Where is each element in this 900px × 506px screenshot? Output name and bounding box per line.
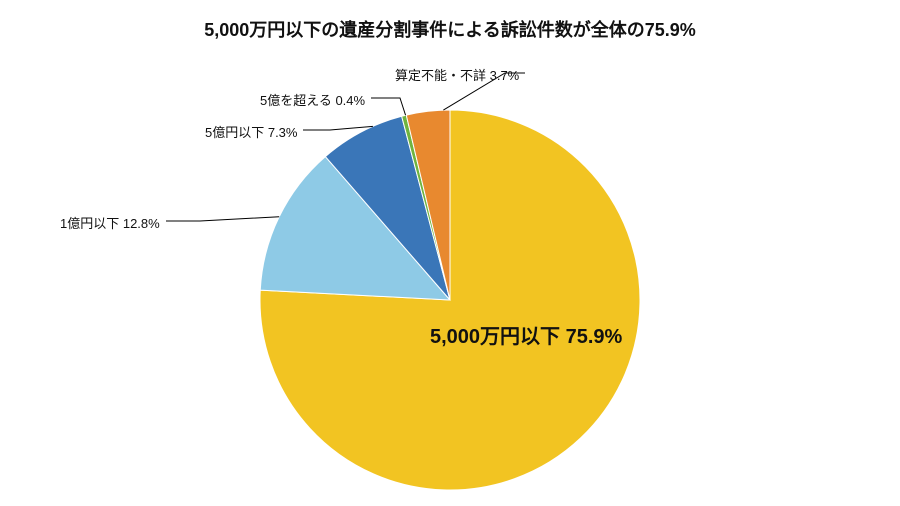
chart-container: 5,000万円以下の遺産分割事件による訴訟件数が全体の75.9% 1億円以下 1…: [0, 0, 900, 506]
slice-label: 5億を超える 0.4%: [260, 90, 365, 109]
center-slice-label: 5,000万円以下 75.9%: [430, 320, 622, 349]
chart-title: 5,000万円以下の遺産分割事件による訴訟件数が全体の75.9%: [0, 16, 900, 42]
leader-line: [166, 217, 279, 221]
slice-label: 1億円以下 12.8%: [60, 213, 160, 232]
leader-line: [303, 126, 373, 130]
leader-line: [371, 98, 406, 115]
slice-label: 5億円以下 7.3%: [205, 122, 297, 141]
slice-label: 算定不能・不詳 3.7%: [395, 65, 519, 84]
